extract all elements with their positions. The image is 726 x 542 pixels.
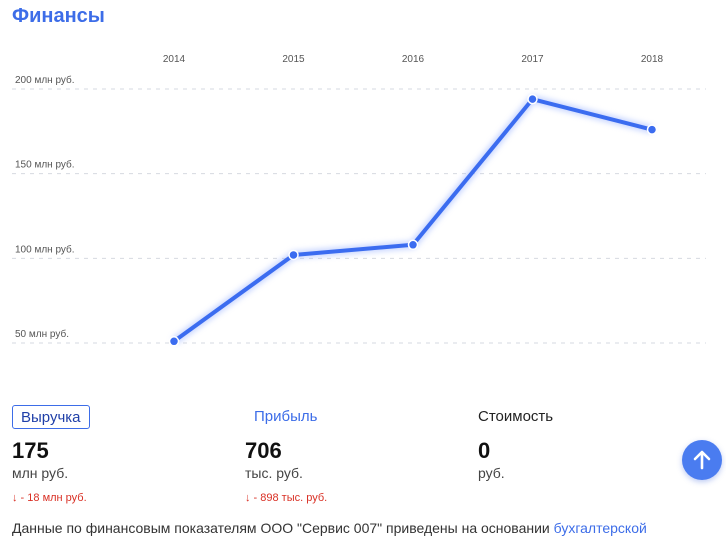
x-tick-label: 2015 — [282, 54, 305, 65]
data-point — [646, 124, 658, 135]
tab-revenue[interactable]: Выручка — [12, 405, 90, 429]
metric-profit: 706 тыс. руб. ↓ - 898 тыс. руб. — [245, 438, 327, 506]
y-tick-label: 50 млн руб. — [15, 328, 69, 340]
metric-unit: млн руб. — [12, 465, 69, 481]
data-point — [168, 336, 180, 347]
metric-unit: руб. — [478, 465, 505, 481]
metric-value: 175 — [12, 438, 49, 463]
footer-note: Данные по финансовым показателям ООО "Се… — [12, 518, 712, 538]
data-point — [288, 249, 299, 261]
metric-unit: тыс. руб. — [245, 465, 303, 481]
scroll-up-button[interactable] — [682, 440, 722, 480]
y-tick-label: 200 млн руб. — [15, 74, 75, 86]
finance-line-chart: 50 млн руб. 100 млн руб. 150 млн руб. 200 м… — [12, 54, 706, 347]
series-line-glow — [171, 95, 653, 345]
arrow-up-icon — [693, 450, 711, 470]
metric-revenue: 175 млн руб. ↓ - 18 млн руб. — [12, 438, 87, 506]
metric-delta: ↓ - 898 тыс. руб. — [245, 492, 328, 504]
data-point — [407, 239, 419, 251]
metric-value: 0 — [478, 438, 491, 463]
footer-text: Данные по финансовым показателям ООО "Се… — [12, 520, 554, 536]
tab-profit[interactable]: Прибыль — [254, 408, 318, 425]
x-tick-label: 2017 — [521, 54, 544, 65]
metric-delta: ↓ - 18 млн руб. — [12, 492, 87, 504]
tab-value[interactable]: Стоимость — [478, 408, 554, 425]
y-tick-label: 150 млн руб. — [15, 159, 75, 171]
footer-link[interactable]: бухгалтерской — [553, 520, 647, 536]
y-tick-label: 100 млн руб. — [15, 243, 75, 255]
metric-tabs: Выручка Прибыль Стоимость — [0, 405, 726, 435]
data-point — [527, 93, 538, 105]
metric-value-block: 0 руб. — [478, 438, 505, 490]
x-tick-label: 2016 — [402, 54, 425, 65]
series-line — [172, 97, 654, 344]
metric-value: 706 — [245, 438, 282, 463]
x-tick-label: 2018 — [641, 54, 664, 65]
page-title: Финансы — [12, 5, 105, 27]
x-tick-label: 2014 — [163, 54, 186, 65]
